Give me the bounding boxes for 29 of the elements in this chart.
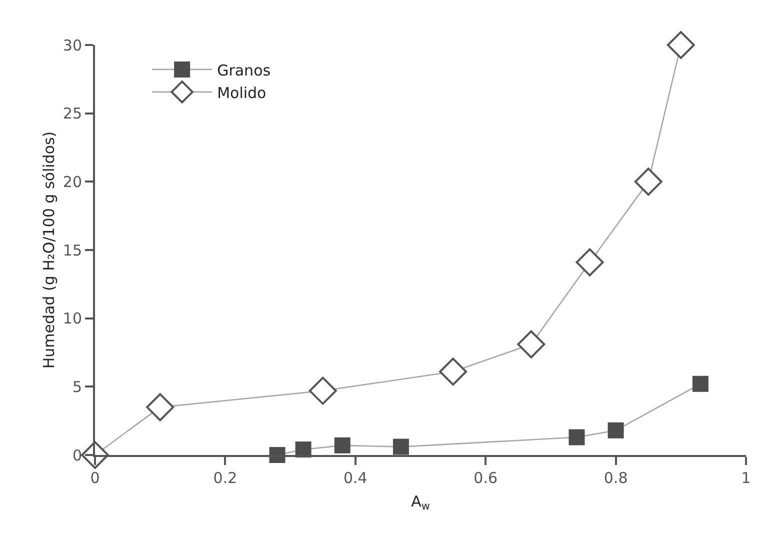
point — [308, 376, 337, 405]
x-axis-title: A$_{w}$ — [411, 492, 430, 513]
x-tick-label: 0.6 — [474, 469, 498, 487]
x-tick-label: 0.8 — [604, 469, 628, 487]
y-tick-label: 15 — [62, 241, 82, 260]
point — [146, 393, 174, 422]
x-tick-label: 1 — [741, 469, 751, 487]
x-tick-label: 0.2 — [213, 469, 238, 487]
y-tick-label: 10 — [62, 310, 82, 328]
point — [334, 437, 350, 454]
y-tick-label: 25 — [62, 104, 82, 123]
point — [392, 438, 409, 455]
legend-label: Molido — [217, 84, 266, 102]
y-tick-label: 30 — [62, 36, 82, 54]
y-axis-title: Humedad (g H₂O/100 g sólidos) — [40, 131, 58, 369]
point — [439, 358, 468, 386]
point — [568, 429, 585, 446]
y-tick-label: 5 — [72, 378, 82, 396]
y-tick-label: 20 — [62, 172, 82, 191]
point — [576, 248, 604, 276]
point — [692, 376, 708, 392]
y-tick-label: 0 — [72, 446, 82, 464]
point — [666, 31, 695, 59]
point — [634, 168, 662, 196]
x-tick-label: 0.4 — [343, 469, 368, 487]
x-tick-label: 0 — [90, 469, 100, 487]
point — [517, 330, 546, 358]
point — [608, 422, 624, 438]
legend-label: Granos — [217, 61, 271, 80]
